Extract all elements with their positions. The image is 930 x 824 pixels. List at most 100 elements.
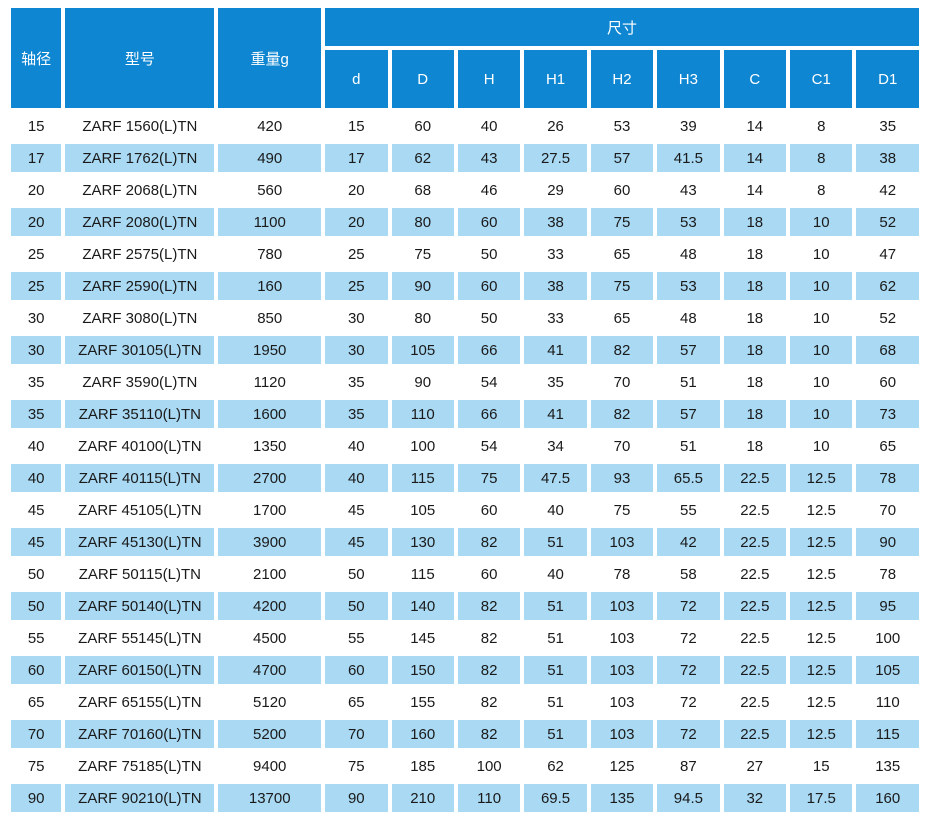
table-row: 40 ZARF 40100(L)TN 1350 40 100 54 34 70 51 18 10 65	[11, 432, 919, 460]
dim-D1-cell: 52	[856, 304, 919, 332]
dim-H-cell: 66	[457, 336, 521, 364]
weight-cell: 5120	[218, 688, 322, 716]
dim-H1-cell: 51	[524, 528, 587, 556]
dim-H-cell: 40	[457, 112, 521, 140]
shaft-diameter-cell: 90	[11, 784, 62, 812]
dim-H-cell: 82	[457, 688, 521, 716]
dim-H1-cell: 27.5	[524, 144, 587, 172]
dim-H2-cell: 82	[590, 400, 654, 428]
shaft-diameter-cell: 30	[11, 304, 62, 332]
dim-H1-cell: 51	[524, 592, 587, 620]
dim-H3-cell: 39	[657, 112, 720, 140]
dim-H3-cell: 48	[657, 304, 720, 332]
model-cell: ZARF 1762(L)TN	[65, 144, 215, 172]
dim-H2-cell: 93	[590, 464, 654, 492]
shaft-diameter-cell: 55	[11, 624, 62, 652]
table-row: 90 ZARF 90210(L)TN 13700 90 210 110 69.5 135 94.…	[11, 784, 919, 812]
shaft-diameter-cell: 40	[11, 432, 62, 460]
dim-D1-cell: 78	[856, 464, 919, 492]
dim-H1-cell: 40	[524, 560, 587, 588]
dim-C-cell: 18	[723, 336, 787, 364]
dim-H2-cell: 103	[590, 656, 654, 684]
table-row: 25 ZARF 2575(L)TN 780 25 75 50 33 65 48 18 10 47	[11, 240, 919, 268]
dim-C-cell: 18	[723, 368, 787, 396]
dim-H-cell: 43	[457, 144, 521, 172]
model-cell: ZARF 50115(L)TN	[65, 560, 215, 588]
dim-C1-cell: 10	[790, 432, 853, 460]
dim-D1-cell: 110	[856, 688, 919, 716]
dim-H-cell: 54	[457, 368, 521, 396]
dim-H2-cell: 75	[590, 208, 654, 236]
dim-H2-cell: 103	[590, 720, 654, 748]
table-row: 55 ZARF 55145(L)TN 4500 55 145 82 51 103 72 22.5 1…	[11, 624, 919, 652]
header-group-row: 轴径 型号 重量g 尺寸	[11, 8, 919, 108]
dim-D1-cell: 65	[856, 432, 919, 460]
dim-D1-cell: 38	[856, 144, 919, 172]
weight-cell: 4500	[218, 624, 322, 652]
dim-C1-cell: 12.5	[790, 560, 853, 588]
dim-H1-cell: 35	[524, 368, 587, 396]
dim-d-cell: 50	[325, 560, 388, 588]
weight-cell: 160	[218, 272, 322, 300]
dim-H1-cell: 51	[524, 720, 587, 748]
dim-H1-cell: 29	[524, 176, 587, 204]
dim-H3-cell: 72	[657, 624, 720, 652]
dim-H2-cell: 82	[590, 336, 654, 364]
weight-cell: 490	[218, 144, 322, 172]
dim-H1-cell: 33	[524, 240, 587, 268]
dim-H1-cell: 47.5	[524, 464, 587, 492]
shaft-diameter-cell: 20	[11, 176, 62, 204]
table-row: 25 ZARF 2590(L)TN 160 25 90 60 38 75 53 18 10 62	[11, 272, 919, 300]
dim-H3-cell: 65.5	[657, 464, 720, 492]
dim-C-cell: 32	[723, 784, 787, 812]
dim-D1-cell: 47	[856, 240, 919, 268]
model-cell: ZARF 3080(L)TN	[65, 304, 215, 332]
table-row: 45 ZARF 45130(L)TN 3900 45 130 82 51 103 42 22.5 1…	[11, 528, 919, 556]
dim-C-cell: 22.5	[723, 528, 787, 556]
model-cell: ZARF 2068(L)TN	[65, 176, 215, 204]
dim-H2-cell: 103	[590, 624, 654, 652]
dim-H1-cell: 51	[524, 624, 587, 652]
dim-d-cell: 45	[325, 496, 388, 524]
dim-D1-cell: 95	[856, 592, 919, 620]
model-cell: ZARF 70160(L)TN	[65, 720, 215, 748]
dim-d-cell: 40	[325, 432, 388, 460]
dim-C1-cell: 10	[790, 208, 853, 236]
dim-D1-cell: 68	[856, 336, 919, 364]
dim-H-cell: 82	[457, 528, 521, 556]
dim-d-cell: 35	[325, 368, 388, 396]
model-cell: ZARF 40115(L)TN	[65, 464, 215, 492]
dim-H3-cell: 53	[657, 272, 720, 300]
dim-H-cell: 60	[457, 560, 521, 588]
shaft-diameter-cell: 65	[11, 688, 62, 716]
dim-D-cell: 100	[391, 432, 454, 460]
model-cell: ZARF 2080(L)TN	[65, 208, 215, 236]
dim-D1-cell: 105	[856, 656, 919, 684]
dim-C1-cell: 12.5	[790, 688, 853, 716]
model-cell: ZARF 65155(L)TN	[65, 688, 215, 716]
dim-C1-cell: 12.5	[790, 720, 853, 748]
dim-C1-cell: 8	[790, 144, 853, 172]
table-row: 15 ZARF 1560(L)TN 420 15 60 40 26 53 39 14 8 35	[11, 112, 919, 140]
dim-H-cell: 75	[457, 464, 521, 492]
dim-d-cell: 15	[325, 112, 388, 140]
model-cell: ZARF 50140(L)TN	[65, 592, 215, 620]
dim-H-cell: 54	[457, 432, 521, 460]
weight-cell: 420	[218, 112, 322, 140]
dim-D1-cell: 160	[856, 784, 919, 812]
dim-C-cell: 22.5	[723, 496, 787, 524]
dim-H1-cell: 33	[524, 304, 587, 332]
weight-cell: 13700	[218, 784, 322, 812]
shaft-diameter-cell: 35	[11, 400, 62, 428]
dim-D-cell: 160	[391, 720, 454, 748]
dim-H1-cell: 69.5	[524, 784, 587, 812]
dim-H2-cell: 75	[590, 272, 654, 300]
dim-D1-cell: 100	[856, 624, 919, 652]
dim-H1-cell: 40	[524, 496, 587, 524]
col-header-weight: 重量g	[218, 8, 322, 108]
model-cell: ZARF 35110(L)TN	[65, 400, 215, 428]
dim-H3-cell: 72	[657, 720, 720, 748]
table-row: 45 ZARF 45105(L)TN 1700 45 105 60 40 75 55 22.5 12…	[11, 496, 919, 524]
dim-H-cell: 110	[457, 784, 521, 812]
dim-col-header-c: C	[723, 50, 787, 108]
